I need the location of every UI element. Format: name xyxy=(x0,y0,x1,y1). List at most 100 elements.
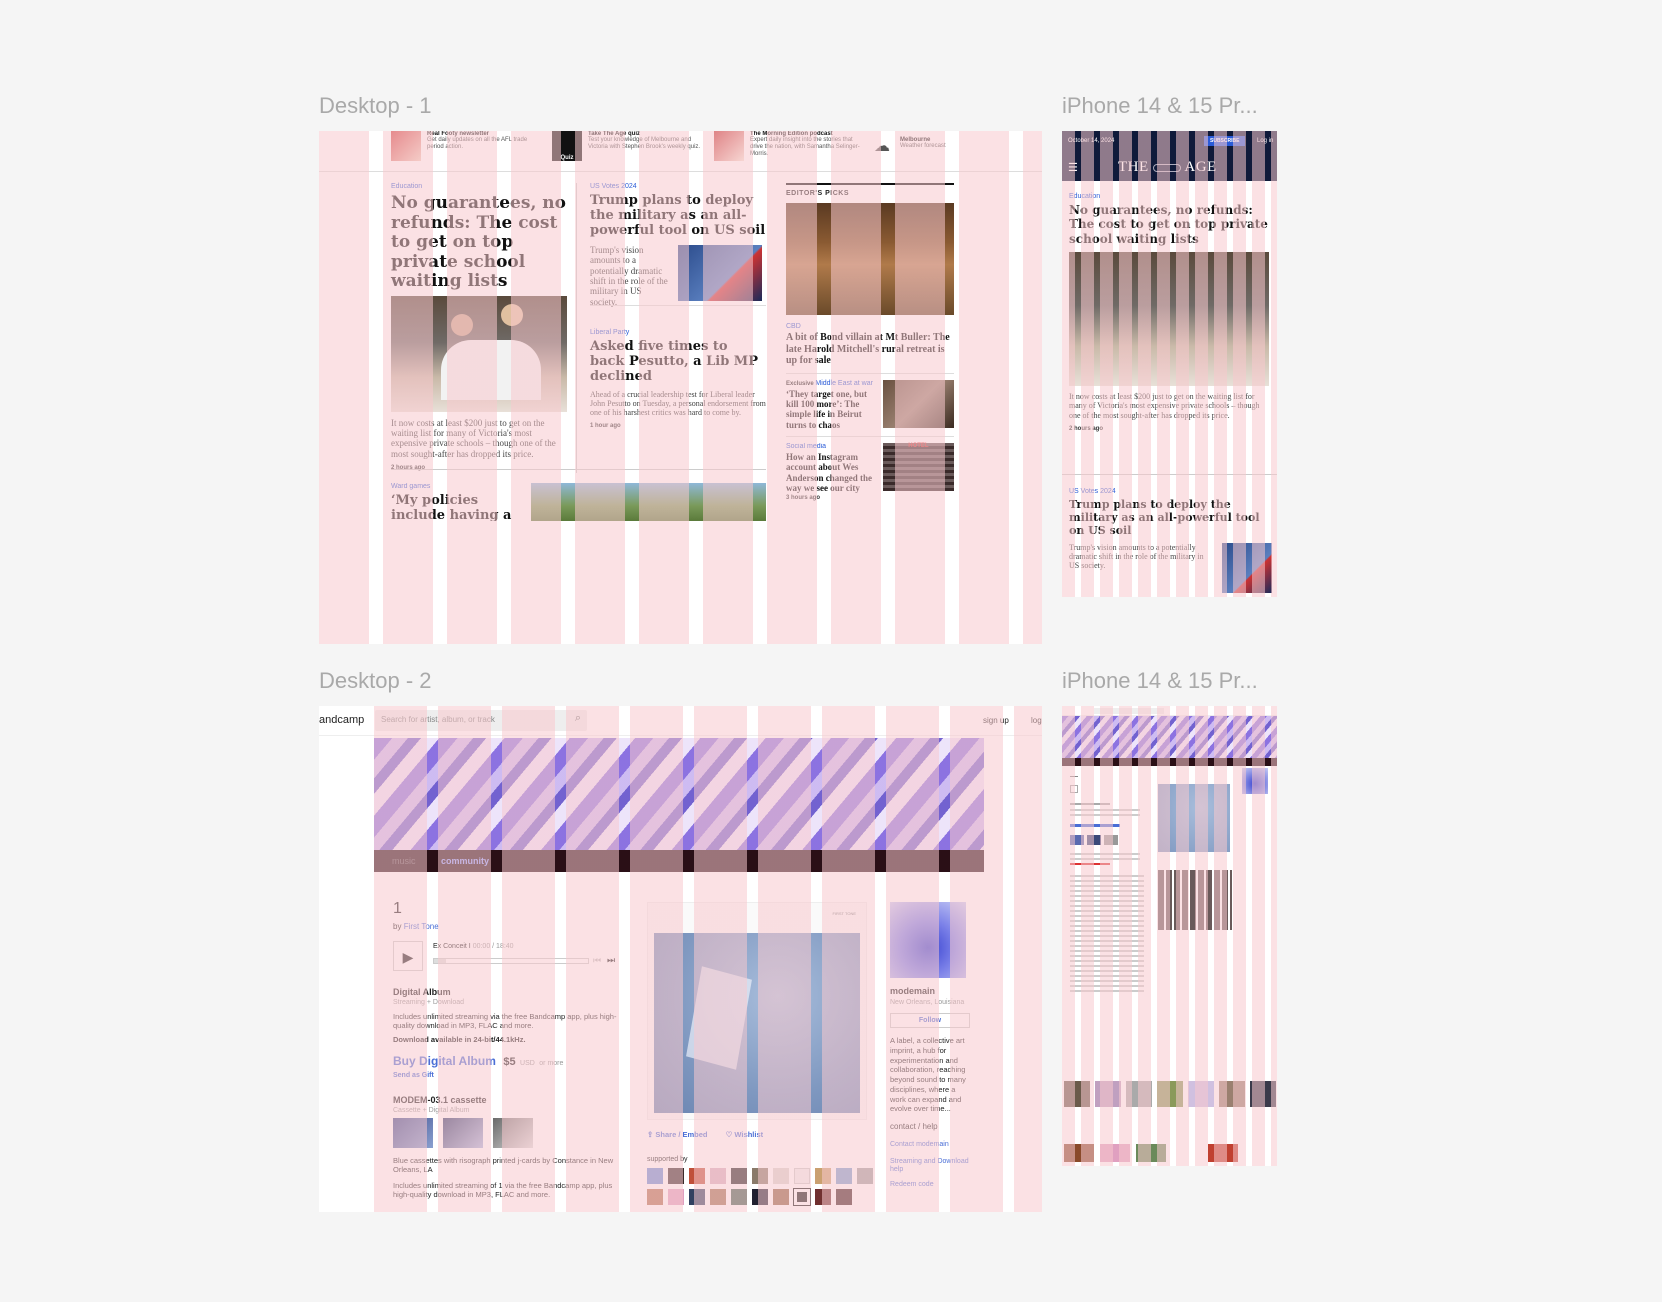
mobile-story-trump[interactable]: US Votes 2024 Trump plans to deploy the … xyxy=(1069,488,1272,593)
share-embed-link[interactable]: Share / Embed xyxy=(655,1130,708,1139)
login-link[interactable]: log xyxy=(1031,716,1042,725)
promo-podcast[interactable]: The Morning Edition podcast Expert daily … xyxy=(714,131,864,169)
supporter-avatar[interactable] xyxy=(836,1168,852,1184)
supporter-avatar[interactable] xyxy=(815,1168,831,1184)
editors-item2-headline[interactable]: ‘They target one, but kill 100 more’: Th… xyxy=(786,388,867,430)
bandcamp-logo[interactable]: andcamp xyxy=(319,714,365,726)
redeem-code-link[interactable]: Redeem code xyxy=(890,1180,934,1188)
family-photo[interactable] xyxy=(391,295,567,412)
artist-link[interactable]: First Tone xyxy=(403,922,439,931)
cassette-thumbnail[interactable] xyxy=(443,1117,483,1148)
story3-kicker[interactable]: Liberal Party xyxy=(590,329,630,336)
lead-headline[interactable]: No guarantees, no refunds: The cost to g… xyxy=(391,193,566,292)
mobile-trump-photo[interactable] xyxy=(1222,542,1272,593)
supporter-avatar[interactable] xyxy=(794,1168,810,1184)
supporter-avatar[interactable] xyxy=(647,1189,663,1205)
supporter-avatar[interactable] xyxy=(668,1189,684,1205)
prev-track-icon[interactable]: ⏮ xyxy=(593,955,602,965)
supporter-avatar[interactable] xyxy=(857,1168,873,1184)
label-avatar[interactable] xyxy=(890,902,966,978)
nav-music[interactable]: music xyxy=(392,856,416,866)
search-input[interactable]: Search for artist, album, or track ⌕ xyxy=(375,710,587,731)
editors-item3-kicker[interactable]: Social media xyxy=(786,442,827,450)
next-track-icon[interactable]: ⏭ xyxy=(607,955,616,965)
editors-item3-headline[interactable]: How an Instagram account about Wes Ander… xyxy=(786,451,873,493)
cassette-thumbnail[interactable] xyxy=(493,1117,533,1148)
supporter-avatar[interactable] xyxy=(752,1168,768,1184)
frame-label-iphone-1[interactable]: iPhone 14 & 15 Pr... xyxy=(1062,93,1258,118)
story4-kicker[interactable]: Ward games xyxy=(391,483,431,490)
streaming-help-link[interactable]: Streaming and Download help xyxy=(890,1158,969,1174)
mobile-s2-headline[interactable]: Trump plans to deploy the military as an… xyxy=(1069,498,1260,538)
story3-headline[interactable]: Asked five times to back Pesutto, a Lib … xyxy=(590,339,758,384)
buy-digital-album-button[interactable]: Buy Digital Album xyxy=(393,1053,496,1068)
supporter-avatar[interactable] xyxy=(668,1168,684,1184)
editors-item1-kicker[interactable]: CBD xyxy=(786,323,801,330)
follow-button[interactable]: Follow xyxy=(890,1013,970,1029)
story2-headline[interactable]: Trump plans to deploy the military as an… xyxy=(590,193,766,238)
frame-label-iphone-2[interactable]: iPhone 14 & 15 Pr... xyxy=(1062,668,1258,693)
login-link[interactable]: Log in xyxy=(1257,138,1274,144)
supporter-avatar[interactable] xyxy=(773,1189,789,1205)
story-pesutto[interactable]: Liberal Party Asked five times to back P… xyxy=(590,329,766,429)
story-trump[interactable]: US Votes 2024 Trump plans to deploy the … xyxy=(590,183,766,307)
lead-story[interactable]: Education No guarantees, no refunds: The… xyxy=(391,183,567,471)
album-cover-art[interactable] xyxy=(654,933,860,1113)
supporter-avatar[interactable] xyxy=(710,1189,726,1205)
mobile-lead-kicker[interactable]: Education xyxy=(1069,193,1101,200)
frame-label-desktop-2[interactable]: Desktop - 2 xyxy=(319,668,432,693)
send-as-gift-link[interactable]: Send as Gift xyxy=(393,1071,434,1079)
supporter-avatar[interactable] xyxy=(836,1189,852,1205)
frame-label-desktop-1[interactable]: Desktop - 1 xyxy=(319,93,432,118)
menu-icon[interactable]: ☰ xyxy=(1068,162,1078,174)
search-icon[interactable]: ⌕ xyxy=(574,712,581,724)
supporter-avatar[interactable] xyxy=(710,1168,726,1184)
promo-footy[interactable]: Real Footy newsletter Get daily updates o… xyxy=(391,131,541,169)
mini-play-button[interactable] xyxy=(1070,785,1078,793)
supporter-avatar[interactable] xyxy=(815,1189,831,1205)
mobile-s2-kicker[interactable]: US Votes 2024 xyxy=(1069,488,1116,495)
supporter-avatar[interactable] xyxy=(689,1189,705,1205)
subscribe-button[interactable]: SUBSCRIBE xyxy=(1204,136,1246,146)
mobile-lead-headline[interactable]: No guarantees, no refunds: The cost to g… xyxy=(1069,203,1268,246)
lead-kicker[interactable]: Education xyxy=(391,183,423,190)
trump-photo[interactable] xyxy=(678,244,762,301)
nav-community[interactable]: community xyxy=(441,856,490,866)
progress-bar[interactable] xyxy=(433,958,589,964)
editors-item1-headline[interactable]: A bit of Bond villain at Mt Buller: The … xyxy=(786,332,950,366)
editors-item2-kicker[interactable]: Middle East at war xyxy=(815,379,873,387)
supporter-avatar[interactable] xyxy=(731,1168,747,1184)
lodge-photo[interactable] xyxy=(786,203,954,315)
mobile-family-photo[interactable] xyxy=(1069,252,1269,387)
mini-album-cover[interactable] xyxy=(1158,784,1230,852)
supporter-avatar[interactable] xyxy=(731,1189,747,1205)
hotel-photo[interactable]: HOTEL xyxy=(882,442,954,491)
wishlist-link[interactable]: Wishlist xyxy=(734,1130,764,1139)
supporter-avatar[interactable] xyxy=(647,1168,663,1184)
supporter-avatar[interactable] xyxy=(793,1188,811,1206)
promo-weather[interactable]: ☁ Melbourne Weather forecast xyxy=(874,137,964,175)
masthead-age: AGE xyxy=(1184,159,1217,175)
heart-icon[interactable]: ♡ xyxy=(725,1130,733,1139)
play-button[interactable]: ▶ xyxy=(393,941,423,971)
mobile-lead-story[interactable]: Education No guarantees, no refunds: The… xyxy=(1069,193,1272,432)
supporter-avatar[interactable] xyxy=(752,1189,768,1205)
progress-thumb[interactable] xyxy=(434,959,446,963)
ward-games-photo[interactable] xyxy=(531,483,766,521)
masthead-logo[interactable]: THE AGE xyxy=(1118,159,1217,176)
promo-desc: Weather forecast xyxy=(900,143,946,149)
story-ward-games[interactable]: Ward games ‘My policies include having a… xyxy=(391,483,521,521)
supporter-avatar[interactable] xyxy=(773,1168,789,1184)
cassette-thumbnail[interactable] xyxy=(393,1117,433,1148)
mini-search-input[interactable] xyxy=(1094,708,1164,714)
story4-headline[interactable]: ‘My policies include having a beer’: His xyxy=(391,493,512,521)
label-name[interactable]: modemain xyxy=(890,986,936,996)
beirut-photo[interactable] xyxy=(882,379,954,428)
promo-quiz[interactable]: Quiz Take The Age quiz Test your knowledg… xyxy=(552,131,702,169)
mini-label-avatar[interactable] xyxy=(1242,768,1268,794)
signup-link[interactable]: sign up xyxy=(983,716,1009,725)
contact-link[interactable]: Contact modemain xyxy=(890,1141,949,1149)
share-icon[interactable]: ⇪ xyxy=(647,1130,654,1139)
supporter-avatar[interactable] xyxy=(689,1168,705,1184)
story2-kicker[interactable]: US Votes 2024 xyxy=(590,183,637,190)
